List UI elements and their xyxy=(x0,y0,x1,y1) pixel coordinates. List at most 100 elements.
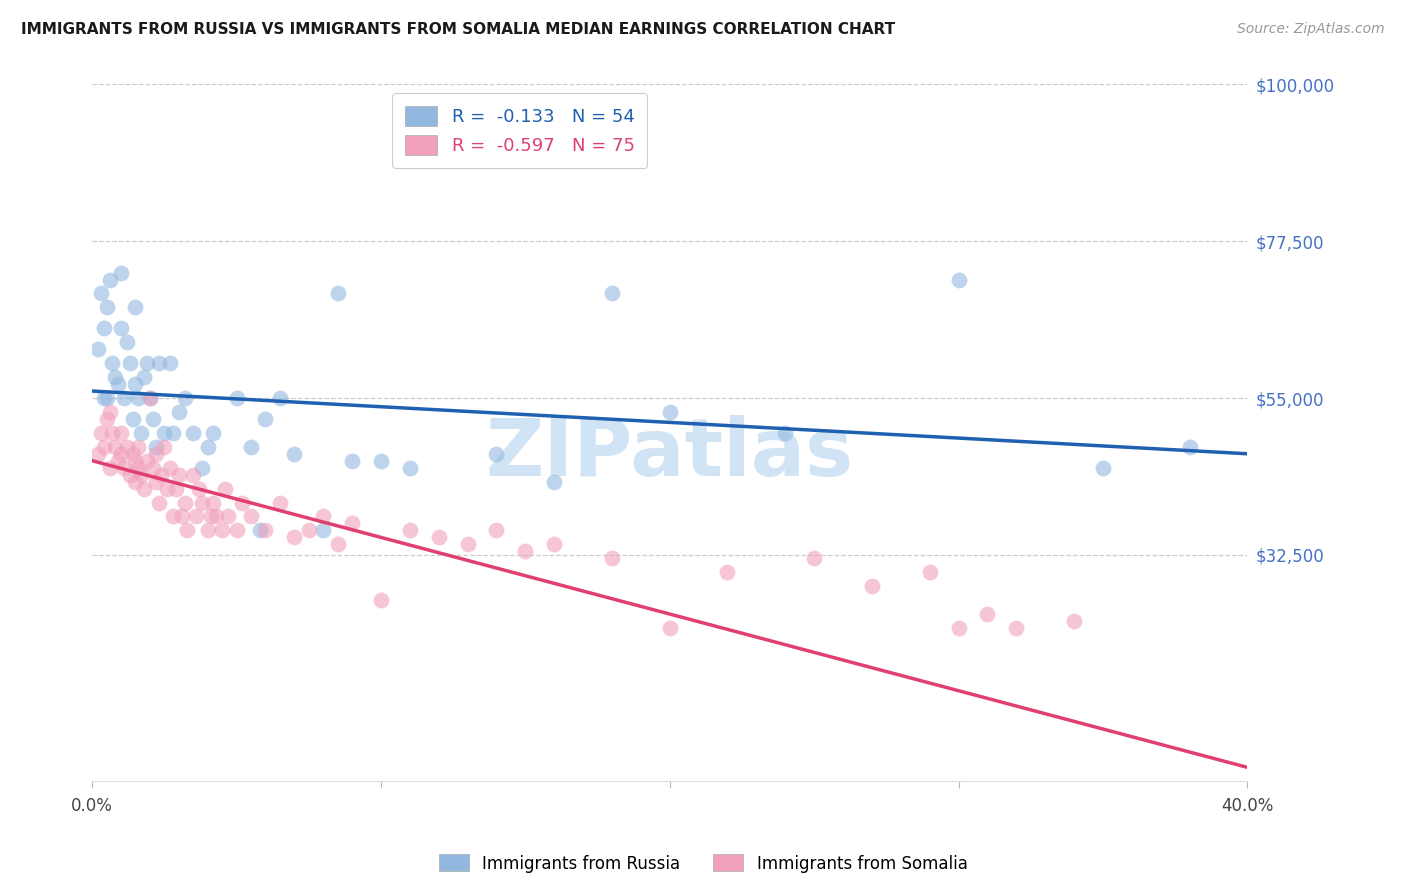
Point xyxy=(173,391,195,405)
Point xyxy=(101,425,124,440)
Point xyxy=(96,412,118,426)
Point xyxy=(98,272,121,286)
Point xyxy=(139,391,162,405)
Point xyxy=(129,467,152,482)
Point xyxy=(96,301,118,315)
Point xyxy=(200,509,222,524)
Point xyxy=(127,440,149,454)
Point xyxy=(124,454,146,468)
Legend: Immigrants from Russia, Immigrants from Somalia: Immigrants from Russia, Immigrants from … xyxy=(432,847,974,880)
Point xyxy=(90,286,112,301)
Point xyxy=(162,425,184,440)
Point xyxy=(110,425,132,440)
Point xyxy=(115,440,138,454)
Point xyxy=(202,425,225,440)
Point xyxy=(121,412,143,426)
Point xyxy=(112,391,135,405)
Point xyxy=(142,460,165,475)
Point xyxy=(118,467,141,482)
Point xyxy=(173,495,195,509)
Point xyxy=(217,509,239,524)
Point xyxy=(127,391,149,405)
Point xyxy=(93,391,115,405)
Point xyxy=(121,447,143,461)
Point xyxy=(312,524,335,538)
Point xyxy=(167,405,190,419)
Point xyxy=(803,551,825,566)
Point xyxy=(139,391,162,405)
Point xyxy=(110,266,132,280)
Point xyxy=(153,440,176,454)
Point xyxy=(148,495,170,509)
Point xyxy=(240,509,263,524)
Point xyxy=(124,377,146,392)
Point xyxy=(860,579,883,593)
Point xyxy=(214,482,236,496)
Point xyxy=(298,524,321,538)
Point xyxy=(165,482,187,496)
Point xyxy=(600,286,623,301)
Point xyxy=(197,440,219,454)
Point xyxy=(326,286,349,301)
Point xyxy=(269,391,291,405)
Point xyxy=(90,425,112,440)
Point xyxy=(340,454,363,468)
Point xyxy=(543,475,565,489)
Point xyxy=(1178,440,1201,454)
Point xyxy=(110,447,132,461)
Point xyxy=(93,440,115,454)
Point xyxy=(136,454,159,468)
Point xyxy=(205,509,228,524)
Point xyxy=(181,425,204,440)
Point xyxy=(191,495,214,509)
Point xyxy=(98,460,121,475)
Point xyxy=(370,593,392,607)
Point xyxy=(112,460,135,475)
Point xyxy=(918,566,941,580)
Point xyxy=(485,524,508,538)
Point xyxy=(162,509,184,524)
Point xyxy=(129,425,152,440)
Point xyxy=(124,301,146,315)
Point xyxy=(134,370,156,384)
Point xyxy=(167,467,190,482)
Point xyxy=(87,447,110,461)
Point xyxy=(145,440,167,454)
Point xyxy=(716,566,738,580)
Point xyxy=(948,621,970,635)
Point xyxy=(101,356,124,370)
Point xyxy=(249,524,271,538)
Point xyxy=(202,495,225,509)
Point xyxy=(104,440,127,454)
Point xyxy=(658,621,681,635)
Point xyxy=(159,356,181,370)
Point xyxy=(457,537,479,551)
Point xyxy=(427,530,450,544)
Point xyxy=(269,495,291,509)
Point xyxy=(150,467,173,482)
Point xyxy=(153,425,176,440)
Point xyxy=(148,356,170,370)
Text: Source: ZipAtlas.com: Source: ZipAtlas.com xyxy=(1237,22,1385,37)
Point xyxy=(145,447,167,461)
Point xyxy=(188,482,211,496)
Point xyxy=(370,454,392,468)
Point xyxy=(115,335,138,350)
Point xyxy=(181,467,204,482)
Point xyxy=(240,440,263,454)
Point xyxy=(156,482,179,496)
Point xyxy=(159,460,181,475)
Point xyxy=(104,370,127,384)
Text: ZIPatlas: ZIPatlas xyxy=(485,415,853,492)
Point xyxy=(283,447,305,461)
Point xyxy=(134,482,156,496)
Point xyxy=(254,412,277,426)
Point xyxy=(191,460,214,475)
Point xyxy=(127,460,149,475)
Point xyxy=(543,537,565,551)
Point xyxy=(107,454,129,468)
Legend: R =  -0.133   N = 54, R =  -0.597   N = 75: R = -0.133 N = 54, R = -0.597 N = 75 xyxy=(392,94,647,168)
Point xyxy=(658,405,681,419)
Point xyxy=(231,495,253,509)
Point xyxy=(398,460,420,475)
